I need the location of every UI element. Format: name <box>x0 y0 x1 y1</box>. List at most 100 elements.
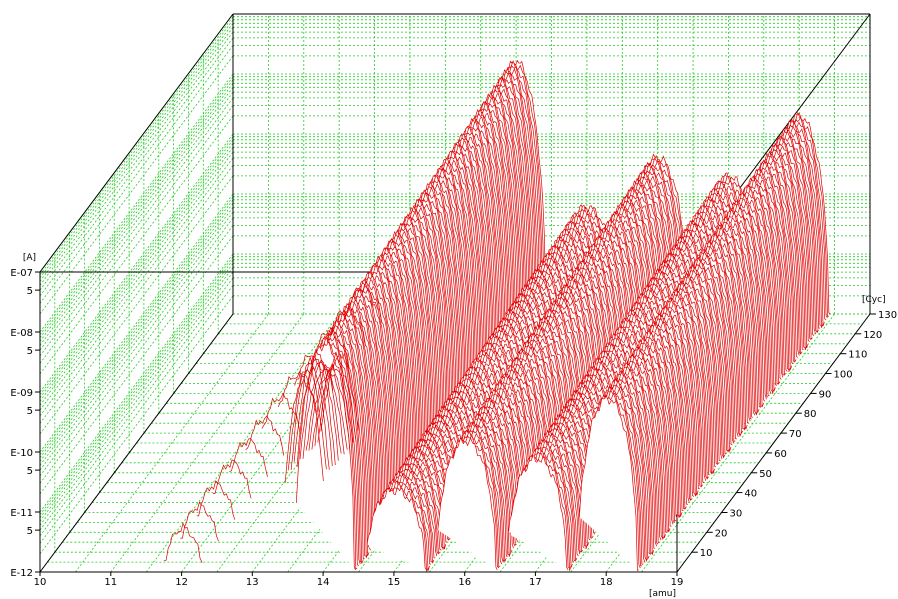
tick-marks <box>35 271 876 576</box>
y-tick-label: 5 <box>27 286 33 297</box>
grid-line-left-depth <box>39 139 234 399</box>
grid-line-left-depth <box>39 295 234 555</box>
grid-line-left-depth <box>39 217 234 477</box>
grid-line-floor-depth <box>75 313 269 573</box>
y-axis-unit: [A] <box>23 253 36 263</box>
grid-line-floor-depth <box>110 313 305 573</box>
grid-line-left-depth <box>39 225 234 484</box>
trace-fragment <box>311 363 351 454</box>
trace-fragment <box>317 357 357 443</box>
x-tick-label: 18 <box>600 577 613 588</box>
grid-line-left-depth <box>39 115 234 375</box>
z-tick-label: 120 <box>863 330 882 341</box>
grid-line-left-depth <box>39 147 234 406</box>
trace-fragment <box>163 522 203 563</box>
trace-fragment <box>302 362 342 459</box>
trace-fragment <box>245 415 285 456</box>
grid-line-left-depth <box>39 83 234 342</box>
trace-fragment <box>180 501 219 542</box>
grid-line-left-depth <box>39 31 234 291</box>
grid-line-left-depth <box>39 37 234 297</box>
y-tick-label: E-08 <box>10 328 33 339</box>
grid-line-left-depth <box>39 45 234 304</box>
grid-line-left-depth <box>39 207 234 466</box>
grid-line-left-depth <box>39 165 234 424</box>
x-tick-label: 10 <box>34 577 47 588</box>
grid-line-left-depth <box>39 76 234 335</box>
trace-fragment <box>314 363 354 447</box>
trace-fragment <box>261 392 301 434</box>
grid-line-left-depth <box>39 19 234 279</box>
y-tick-label: E-09 <box>10 388 33 399</box>
grid-line-left-depth <box>39 87 234 346</box>
x-tick-label: 11 <box>104 577 117 588</box>
z-tick-label: 130 <box>878 310 897 321</box>
grid-line-left-depth <box>39 267 234 526</box>
trace-fragment <box>308 367 348 451</box>
z-tick-label: 40 <box>744 489 757 500</box>
z-tick-label: 20 <box>715 528 728 539</box>
grid-line-left-depth <box>39 157 234 417</box>
box-edge <box>39 13 234 273</box>
z-axis-unit: [Cyc] <box>862 295 886 305</box>
trace-fragment <box>299 359 339 461</box>
z-tick-label: 10 <box>700 548 713 559</box>
trace-fragment <box>343 284 383 324</box>
grid-line-left-depth <box>39 256 234 515</box>
y-tick-label: 5 <box>27 466 33 477</box>
grid-line-left-depth <box>39 175 234 435</box>
grid-line-left-depth <box>39 97 234 357</box>
grid-line-left-depth <box>39 105 234 364</box>
grid-line-left-depth <box>39 73 234 333</box>
grid-line-left-depth <box>39 199 234 459</box>
grid-line-left-depth <box>39 79 234 339</box>
y-tick-label: 5 <box>27 526 33 537</box>
grid-line-left-depth <box>39 277 234 537</box>
y-tick-label: E-07 <box>10 268 33 279</box>
z-tick-label: 80 <box>804 409 817 420</box>
grid-line-left-depth <box>39 151 234 411</box>
grid-line-left-depth <box>39 235 234 495</box>
z-tick-label: 50 <box>759 469 772 480</box>
trace-fragment <box>305 363 345 455</box>
x-tick-label: 16 <box>458 577 471 588</box>
x-tick-label: 15 <box>388 577 401 588</box>
grid-line-floor-depth <box>145 313 340 573</box>
trace-fragment <box>293 358 333 467</box>
grid-line-floor-depth <box>641 313 835 573</box>
trace-cycle <box>295 340 639 571</box>
z-tick-label: 30 <box>730 509 743 520</box>
traces <box>163 59 831 572</box>
grid-line-left-depth <box>39 136 234 395</box>
grid-line-left-depth <box>39 133 234 393</box>
axis-labels: E-07 5 E-08 5 E-09 5 E-10 5 E-11 5 E-12 [A] 10 11 12 13… <box>10 253 897 599</box>
x-axis-unit: [amu] <box>649 589 676 599</box>
grid-line-left-depth <box>39 285 234 544</box>
z-tick-label: 70 <box>789 429 802 440</box>
trace-fragment <box>196 480 236 520</box>
trace-fragment <box>310 327 350 369</box>
trace-fragment <box>290 356 330 471</box>
z-tick-label: 110 <box>848 350 867 361</box>
grid-line-left-depth <box>39 271 234 531</box>
x-tick-label: 17 <box>529 577 542 588</box>
trace-fragment <box>296 354 336 468</box>
y-tick-label: E-10 <box>10 448 33 459</box>
y-tick-label: 5 <box>27 406 33 417</box>
grid-line-left-depth <box>39 253 234 513</box>
trace-fragment <box>320 352 360 432</box>
grid-line-left-depth <box>39 203 234 462</box>
y-tick-label: 5 <box>27 346 33 357</box>
x-tick-label: 12 <box>175 577 188 588</box>
grid-line-left-depth <box>39 16 234 275</box>
grid-line-left-depth <box>39 27 234 286</box>
box-edge <box>39 313 234 573</box>
grid-line-left-depth <box>39 55 234 315</box>
y-tick-label: E-11 <box>10 508 33 519</box>
grid-line-left-depth <box>39 23 234 282</box>
trace-fragment <box>212 459 252 499</box>
grid-line-left-depth <box>39 91 234 351</box>
trace-fragment <box>326 305 366 346</box>
z-tick-label: 60 <box>774 449 787 460</box>
grid-line-left-depth <box>39 196 234 455</box>
